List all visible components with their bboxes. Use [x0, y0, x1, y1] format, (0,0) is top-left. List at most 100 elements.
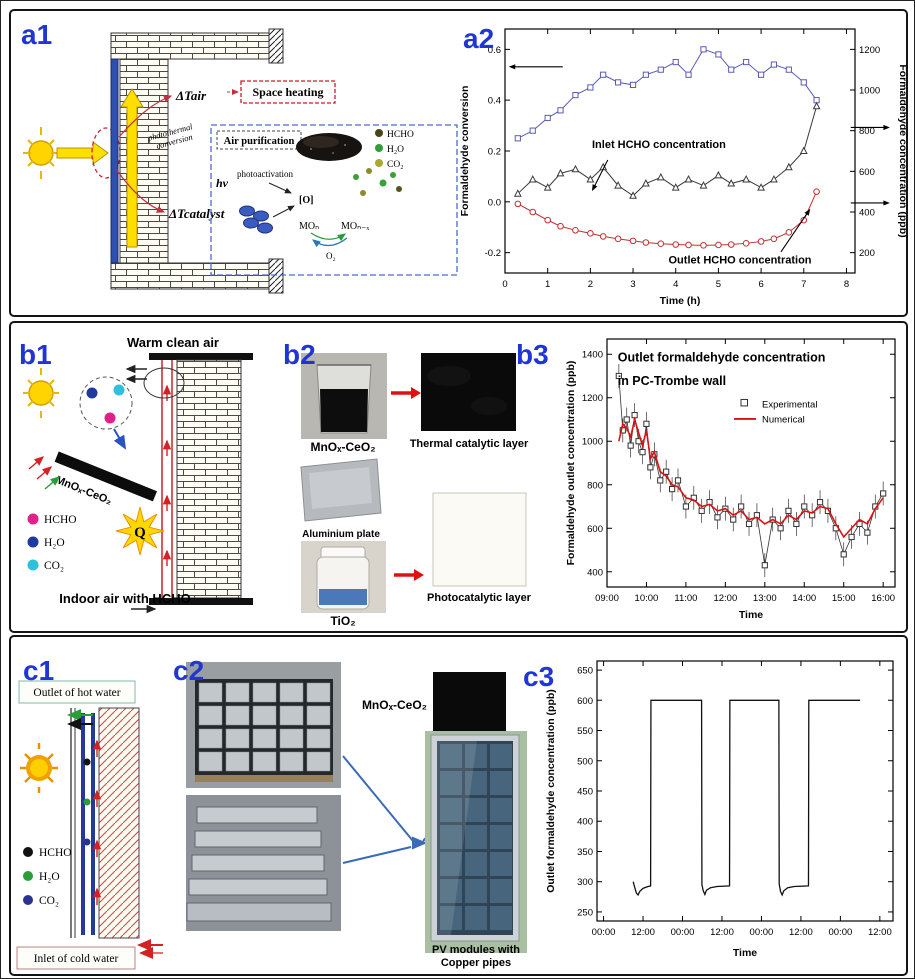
inlet-label: Inlet of cold water	[34, 953, 119, 965]
svg-text:450: 450	[577, 787, 593, 798]
space-heating-label: Space heating	[252, 85, 323, 99]
tio2-jar-photo	[301, 541, 386, 613]
svg-text:12:00: 12:00	[789, 927, 813, 938]
panel-label-c3: c3	[523, 661, 555, 692]
sun-icon	[20, 743, 58, 793]
svg-text:7: 7	[801, 279, 806, 290]
water-wall-diagram: Outlet of hot water	[16, 680, 163, 970]
delta-t-air-label: ΔTair	[175, 88, 207, 103]
svg-text:400: 400	[859, 208, 875, 219]
molecule-legend: HCHO H₂O CO₂	[375, 129, 414, 170]
o2-label: O₂	[326, 251, 336, 261]
sun-icon	[23, 368, 59, 418]
svg-text:Outlet formaldehyde concentrat: Outlet formaldehyde concentration (ppb)	[545, 689, 557, 893]
photo-layer-label: Photocatalytic layer	[427, 592, 532, 604]
svg-text:Time: Time	[739, 609, 763, 621]
redox-arc-back	[312, 237, 348, 248]
svg-text:15:00: 15:00	[832, 593, 856, 604]
svg-text:11:00: 11:00	[674, 593, 697, 604]
svg-text:Numerical: Numerical	[762, 414, 805, 425]
wall-structure	[125, 353, 253, 614]
svg-text:4: 4	[673, 279, 678, 290]
reflection-arrows	[28, 456, 61, 490]
indoor-air-label: Indoor air with HCHO	[59, 591, 190, 606]
o-radical-label: [O]	[299, 195, 313, 206]
pv-pallet-photo-bottom	[186, 795, 341, 931]
svg-text:Formaldehyde outlet concentrat: Formaldehyde outlet concentration (ppb)	[565, 361, 577, 566]
svg-text:2: 2	[588, 279, 593, 290]
panel-label-b3: b3	[516, 339, 549, 370]
air-purification-box	[210, 124, 458, 276]
svg-text:1200: 1200	[582, 393, 603, 404]
panel-label-b1: b1	[19, 339, 52, 370]
svg-text:-0.2: -0.2	[485, 248, 501, 259]
svg-text:600: 600	[859, 167, 875, 178]
svg-text:1000: 1000	[859, 86, 880, 97]
oxygen-arrow	[272, 205, 295, 218]
redox-arc-forward	[310, 232, 346, 242]
svg-text:Formaldehyde concentration (pp: Formaldehyde concentration (ppb)	[897, 64, 907, 237]
chart-b3-outlet-concentration: 09:00 10:00 11:00 12:00 13:00 14:00 15:00 16:00…	[565, 338, 896, 621]
heat-star: Q	[115, 506, 165, 556]
svg-text:13:00: 13:00	[753, 593, 777, 604]
thermal-layer-photo	[421, 353, 516, 431]
svg-text:600: 600	[587, 524, 603, 535]
svg-text:800: 800	[859, 126, 875, 137]
svg-text:500: 500	[577, 756, 593, 767]
svg-text:Outlet HCHO concentration: Outlet HCHO concentration	[669, 255, 812, 267]
beaker-photo	[301, 353, 387, 439]
pv-module-assembly: MnOₓ-CeO₂	[186, 662, 527, 969]
svg-text:Formaldehyde conversion: Formaldehyde conversion	[459, 86, 471, 217]
svg-text:Outlet formaldehyde concentrat: Outlet formaldehyde concentration	[618, 350, 826, 364]
panel-label-a2: a2	[463, 23, 495, 54]
pv-panel-photo	[425, 731, 527, 953]
arrow-to-thermal-layer	[391, 387, 421, 399]
svg-text:350: 350	[577, 847, 593, 858]
svg-text:Experimental: Experimental	[762, 399, 817, 410]
outlet-box	[18, 680, 136, 704]
svg-text:12:00: 12:00	[631, 927, 655, 938]
svg-text:H₂O: H₂O	[387, 145, 404, 155]
warm-clean-air-label: Warm clean air	[127, 335, 219, 350]
pv-panel-label-1: PV modules with	[432, 944, 520, 956]
svg-text:800: 800	[587, 480, 603, 491]
svg-text:0.2: 0.2	[488, 147, 501, 158]
panel-label-a1: a1	[21, 19, 53, 50]
outlet-label: Outlet of hot water	[33, 687, 120, 699]
svg-text:H₂O: H₂O	[39, 871, 60, 883]
panel-row-a: a1 a2	[9, 9, 908, 317]
svg-text:HCHO: HCHO	[39, 847, 72, 859]
svg-text:CO₂: CO₂	[387, 160, 404, 170]
aluminium-plate-label: Aluminium plate	[302, 529, 380, 540]
panel-label-c1: c1	[23, 655, 55, 686]
svg-text:5: 5	[716, 279, 721, 290]
pc-trombe-wall-diagram: Warm clean air	[23, 335, 253, 614]
svg-text:400: 400	[577, 817, 593, 828]
svg-text:1400: 1400	[582, 350, 603, 361]
activation-arrow	[268, 182, 292, 194]
svg-text:550: 550	[577, 726, 593, 737]
svg-text:00:00: 00:00	[671, 927, 695, 938]
aluminium-plate-photo	[300, 458, 382, 522]
svg-text:12:00: 12:00	[868, 927, 892, 938]
pollutant-cluster	[79, 376, 133, 430]
hv-label: hν	[216, 176, 229, 190]
air-channel-arrow	[120, 88, 144, 248]
svg-text:600: 600	[577, 696, 593, 707]
beaker-label: MnOₓ-CeO₂	[310, 440, 375, 454]
panel-label-c2: c2	[173, 655, 205, 686]
svg-text:3: 3	[630, 279, 635, 290]
catalyst-powder	[296, 133, 362, 161]
chart-c3-outlet-concentration: 00:00 12:00 00:00 12:00 00:00 12:00 00:00 12:00…	[545, 660, 894, 959]
svg-text:12:00: 12:00	[710, 927, 734, 938]
svg-text:00:00: 00:00	[828, 927, 852, 938]
solar-flux-arrow	[56, 141, 109, 165]
svg-text:HCHO: HCHO	[387, 130, 414, 140]
panel-row-b: b1 b2 b3 Warm clean air	[9, 321, 908, 633]
svg-text:Time: Time	[733, 947, 757, 959]
svg-text:00:00: 00:00	[592, 927, 616, 938]
svg-text:CO₂: CO₂	[44, 560, 64, 572]
photo-layer-photo	[432, 492, 527, 587]
svg-text:250: 250	[577, 907, 593, 918]
